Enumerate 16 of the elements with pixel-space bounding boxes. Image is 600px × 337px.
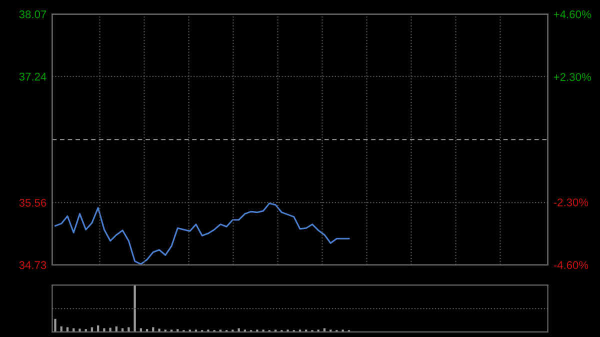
y2-tick-label: -4.60% [554,261,588,270]
bar [158,328,160,332]
y2-tick-label: -2.30% [554,198,588,206]
line-series [54,202,350,265]
y-tick-label: 34.73 [19,261,46,270]
bar [54,318,56,332]
y-tick-label: 37.24 [19,72,46,81]
bar [128,327,130,332]
y-tick-label: 38.07 [19,10,46,18]
bar [78,328,81,332]
y2-tick-label: +2.30% [554,73,591,81]
y-tick-label: 35.56 [19,198,46,207]
y2-tick-label: +4.60% [554,10,591,18]
bar [134,285,136,332]
bar [238,328,240,332]
bar [103,328,106,332]
